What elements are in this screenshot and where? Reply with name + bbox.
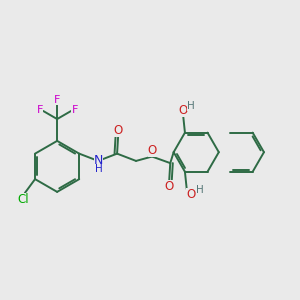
Text: Cl: Cl [17,193,29,206]
Text: N: N [94,154,103,167]
Text: O: O [178,104,188,117]
Text: H: H [187,101,195,111]
Text: O: O [164,180,174,193]
Text: F: F [37,105,43,115]
Text: H: H [196,185,203,195]
Text: F: F [71,105,78,115]
Text: O: O [187,188,196,201]
Text: H: H [94,164,102,174]
Text: O: O [114,124,123,137]
Text: F: F [54,95,60,105]
Text: O: O [148,144,157,157]
